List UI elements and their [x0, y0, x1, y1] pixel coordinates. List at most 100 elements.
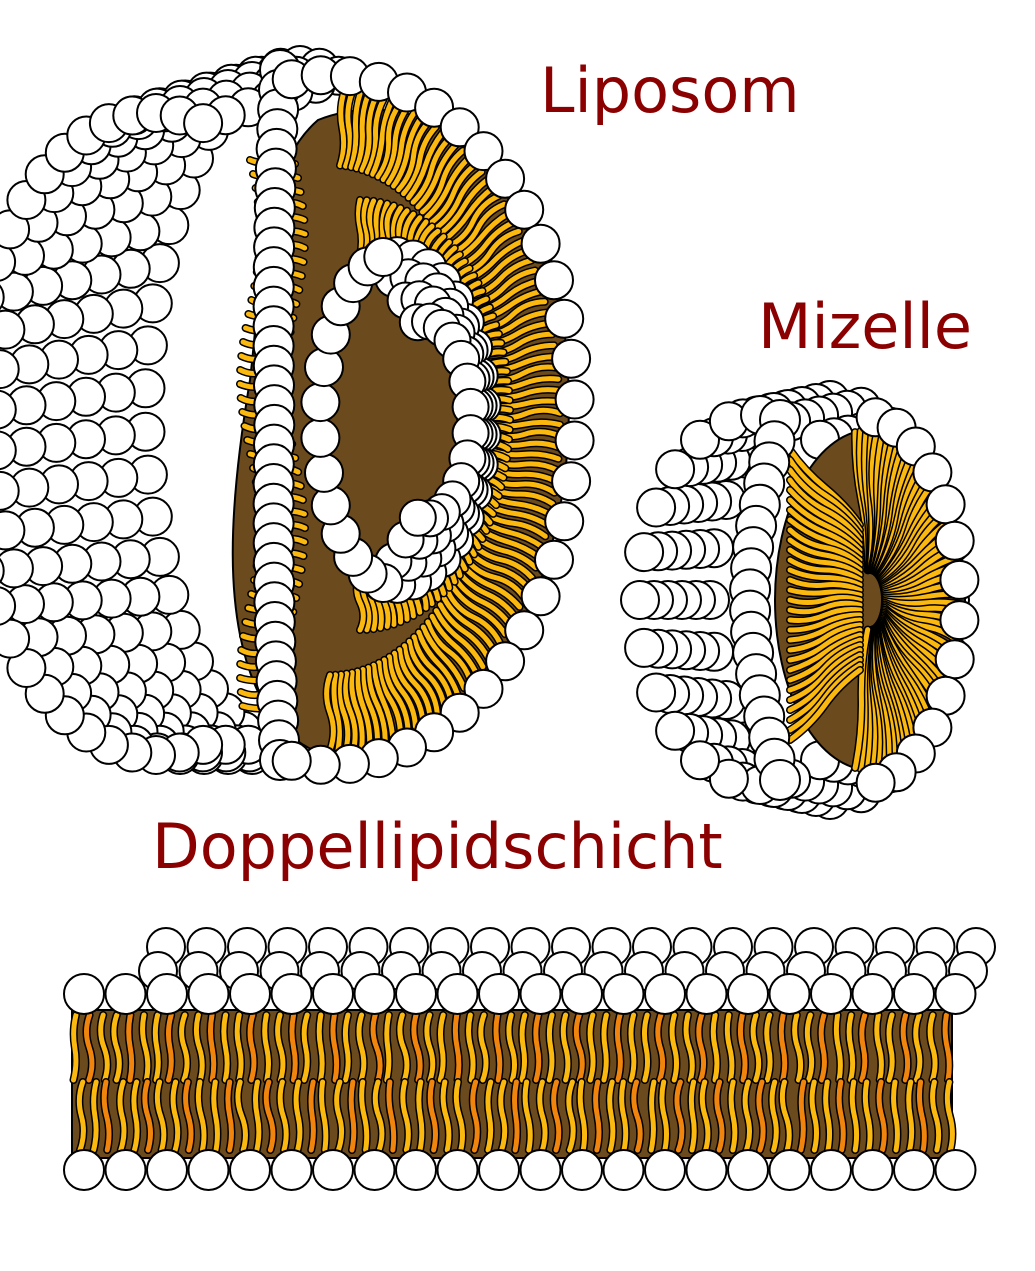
lipid-tail	[519, 1012, 528, 1083]
lipid-tail	[386, 1079, 397, 1153]
lipid-tail	[381, 657, 411, 733]
lipid-tail	[71, 1012, 79, 1083]
lipid-tail	[425, 619, 473, 684]
lipid-tail	[818, 1012, 827, 1083]
lipid-head	[310, 485, 351, 526]
lipid-tail	[308, 1079, 316, 1153]
lipid-tail	[392, 650, 426, 725]
lipid-tail	[874, 1012, 884, 1083]
lipid-tail	[275, 1012, 286, 1083]
lipid-head	[851, 973, 894, 1015]
lipid-head	[680, 740, 720, 781]
lipid-head	[708, 758, 749, 799]
lipid-head	[551, 338, 592, 379]
lipid-tail	[619, 1079, 629, 1153]
lipid-head	[504, 610, 545, 651]
lipid-head	[893, 1149, 935, 1191]
lipid-tail	[537, 1079, 548, 1153]
lipid-head	[893, 973, 935, 1015]
lipid-tail	[846, 1012, 856, 1083]
lipid-tail	[420, 148, 466, 215]
lipid-head	[602, 1149, 645, 1191]
lipid-tail	[428, 162, 479, 226]
lipid-tail	[833, 1012, 843, 1083]
lipid-tail	[354, 92, 371, 171]
lipid-tail	[370, 99, 394, 177]
lipid-head	[270, 1149, 313, 1191]
lipid-head	[146, 1149, 188, 1191]
lipid-tail	[152, 1012, 161, 1083]
lipid-tail	[787, 612, 863, 633]
lipid-tail	[330, 1012, 340, 1083]
lipid-tail	[669, 1012, 680, 1083]
lipid-tail	[380, 106, 410, 183]
lipid-tail	[764, 1012, 773, 1083]
lipid-tail	[459, 561, 522, 610]
lipid-head	[855, 762, 896, 803]
lipid-head	[534, 260, 574, 301]
lipid-tail	[750, 1012, 762, 1083]
lipid-tail	[756, 1079, 766, 1153]
lipid-head	[0, 271, 34, 312]
lipid-head	[463, 131, 504, 172]
lipid-tail	[386, 654, 418, 729]
lipid-tail	[906, 1079, 915, 1153]
lipid-head	[271, 740, 312, 781]
lipid-head	[0, 309, 26, 350]
lipid-tail	[493, 1012, 503, 1083]
lipid-head	[934, 520, 975, 561]
micelle-label: Mizelle	[758, 290, 973, 363]
lipid-head	[395, 973, 437, 1015]
lipid-tail	[787, 632, 863, 673]
lipid-tail	[371, 662, 396, 740]
lipid-tail	[787, 642, 863, 693]
lipid-tail	[566, 1079, 576, 1153]
lipid-tail	[466, 1012, 476, 1083]
lipid-tail	[714, 1079, 725, 1153]
lipid-head	[519, 973, 562, 1015]
lipid-tail	[370, 1012, 383, 1083]
lipid-tail	[462, 554, 527, 600]
lipid-head	[187, 1149, 230, 1191]
lipid-tail	[787, 657, 863, 723]
lipid-tail	[336, 671, 351, 752]
lipid-tail	[577, 1079, 588, 1153]
lipid-tail	[349, 670, 365, 750]
lipid-tail	[804, 1012, 815, 1083]
lipid-tail	[809, 1079, 820, 1153]
lipid-head	[768, 973, 811, 1015]
lipid-tail	[170, 1079, 181, 1153]
lipid-tail	[433, 169, 485, 231]
lipid-head	[934, 1149, 977, 1191]
lipid-tail	[376, 660, 403, 737]
lipid-head	[436, 1149, 479, 1191]
lipid-tail	[402, 643, 440, 715]
lipid-tail	[247, 1012, 257, 1083]
lipid-head	[544, 298, 585, 339]
lipid-tail	[787, 507, 863, 558]
lipid-tail	[391, 114, 424, 189]
lipid-tail	[724, 1012, 735, 1083]
lipid-tail	[406, 129, 446, 201]
lipid-tail	[342, 671, 358, 751]
liposome-illustration	[0, 45, 595, 785]
lipid-tail	[452, 576, 513, 628]
lipid-tail	[485, 1079, 494, 1153]
lipid-tail	[316, 1012, 325, 1083]
lipid-tail	[411, 634, 454, 704]
lipid-head	[353, 1149, 396, 1191]
lipid-head	[939, 559, 980, 600]
lipid-tail	[253, 1079, 262, 1153]
lipid-head	[644, 973, 686, 1015]
lipid-tail	[787, 557, 863, 583]
lipid-tail	[823, 1079, 833, 1153]
lipid-tail	[359, 94, 379, 173]
lipid-tail	[849, 1079, 860, 1153]
lipid-tail	[386, 110, 417, 186]
lipid-tail	[498, 1079, 508, 1153]
lipid-head	[655, 710, 696, 751]
lipid-head	[519, 1149, 562, 1191]
lipid-tail	[787, 547, 863, 578]
lipid-tail	[787, 477, 863, 543]
